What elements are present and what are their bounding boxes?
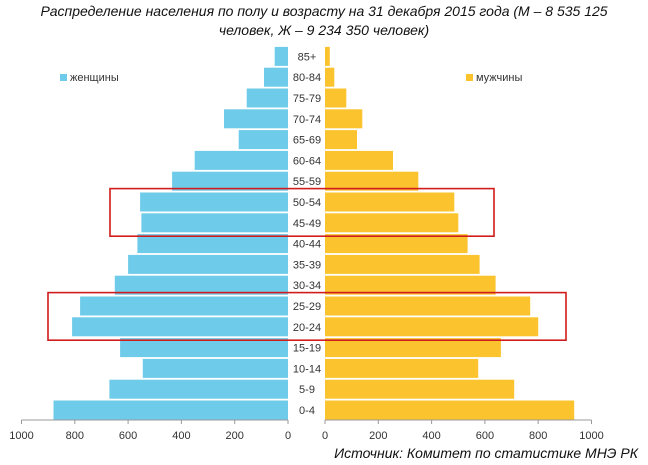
bar-women-60-64 (194, 150, 288, 170)
bar-men-85+ (325, 46, 330, 66)
bar-women-50-54 (140, 192, 288, 212)
women-bars (53, 46, 289, 420)
bar-women-85+ (274, 46, 288, 66)
bar-women-65-69 (238, 130, 288, 150)
legend-women: женщины (60, 72, 119, 84)
age-label: 10-14 (293, 363, 321, 375)
women-tick-label: 600 (119, 430, 137, 442)
bar-women-70-74 (224, 109, 288, 129)
age-label: 20-24 (293, 322, 321, 334)
legend-men: мужчины (466, 72, 522, 84)
bar-women-80-84 (264, 67, 288, 87)
bar-men-50-54 (325, 192, 455, 212)
bar-women-45-49 (141, 213, 288, 233)
bar-women-75-79 (246, 88, 288, 108)
legend-men-swatch (466, 74, 473, 81)
women-tick-label: 400 (172, 430, 190, 442)
legend-women-swatch (60, 74, 67, 81)
bar-men-60-64 (325, 150, 393, 170)
legend-women-label: женщины (70, 72, 119, 84)
women-tick-label: 0 (285, 430, 291, 442)
bar-men-0-4 (325, 400, 575, 420)
age-label: 55-59 (293, 176, 321, 188)
age-label: 65-69 (293, 135, 321, 147)
bar-women-40-44 (137, 234, 288, 254)
age-label: 25-29 (293, 301, 321, 313)
age-label: 35-39 (293, 259, 321, 271)
age-label: 5-9 (299, 384, 315, 396)
men-tick-label: 0 (322, 430, 328, 442)
age-labels: 85+ 80-84 75-79 70-74 65-69 60-64 55-59 50-54 45… (293, 51, 321, 417)
bar-men-20-24 (325, 317, 539, 337)
age-label: 75-79 (293, 93, 321, 105)
bar-men-75-79 (325, 88, 347, 108)
bar-women-25-29 (80, 296, 288, 316)
bar-men-30-34 (325, 275, 496, 295)
chart-title: Распределение населения по полу и возрас… (0, 2, 648, 40)
bar-women-10-14 (142, 358, 288, 378)
women-tick-label: 200 (226, 430, 244, 442)
bar-men-25-29 (325, 296, 531, 316)
bar-men-45-49 (325, 213, 459, 233)
bar-men-65-69 (325, 130, 357, 150)
chart-title-line2: человек, Ж – 9 234 350 человек) (218, 22, 430, 38)
highlight-box (47, 291, 567, 342)
men-tick-label: 1000 (579, 430, 603, 442)
men-tick-label: 800 (529, 430, 547, 442)
age-label: 45-49 (293, 218, 321, 230)
age-label: 80-84 (293, 72, 321, 84)
bar-women-35-39 (128, 254, 288, 274)
men-tick-label: 200 (369, 430, 387, 442)
age-label: 70-74 (293, 114, 321, 126)
bar-women-55-59 (172, 171, 288, 191)
axes: 1000 800 600 400 200 0 0 200 400 600 800 1000 (9, 419, 604, 442)
bar-men-5-9 (325, 379, 515, 399)
bar-women-20-24 (72, 317, 288, 337)
bar-men-80-84 (325, 67, 335, 87)
source-note: Источник: Комитет по статистике МНЭ РК (334, 445, 638, 461)
bar-men-10-14 (325, 358, 479, 378)
bar-men-70-74 (325, 109, 363, 129)
bar-men-40-44 (325, 234, 468, 254)
bar-women-5-9 (109, 379, 289, 399)
legend-men-label: мужчины (476, 72, 522, 84)
age-label: 60-64 (293, 155, 321, 167)
age-label: 40-44 (293, 239, 321, 251)
bar-women-30-34 (114, 275, 288, 295)
men-tick-label: 600 (476, 430, 494, 442)
age-label: 30-34 (293, 280, 321, 292)
bar-men-55-59 (325, 171, 419, 191)
chart-title-line1: Распределение населения по полу и возрас… (40, 3, 608, 19)
women-tick-label: 800 (66, 430, 84, 442)
age-label: 0-4 (299, 405, 315, 417)
age-label: 15-19 (293, 343, 321, 355)
highlight-boxes (47, 187, 567, 342)
men-bars (325, 46, 575, 420)
bar-men-15-19 (325, 338, 501, 358)
age-label: 85+ (298, 51, 317, 63)
bar-women-0-4 (53, 400, 288, 420)
men-tick-label: 400 (422, 430, 440, 442)
bar-men-35-39 (325, 254, 480, 274)
bar-women-15-19 (120, 338, 288, 358)
age-label: 50-54 (293, 197, 321, 209)
women-tick-label: 1000 (9, 430, 33, 442)
highlight-box (109, 187, 495, 238)
